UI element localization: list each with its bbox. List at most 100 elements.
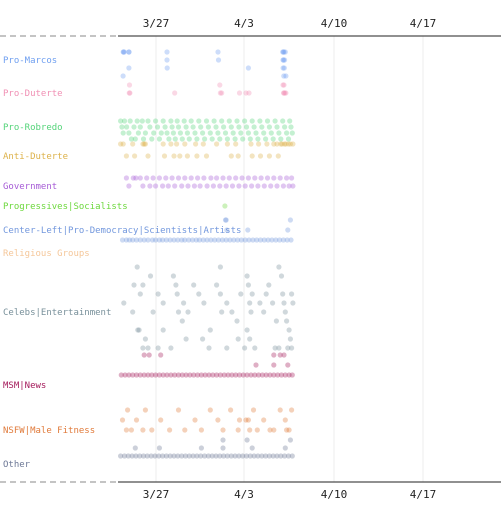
data-point xyxy=(242,237,248,243)
data-point xyxy=(226,175,232,181)
data-point xyxy=(289,372,295,378)
data-point xyxy=(252,345,258,351)
data-point xyxy=(194,153,200,159)
data-point xyxy=(236,183,242,189)
data-point xyxy=(240,136,246,142)
data-point xyxy=(234,318,240,324)
group-label: Government xyxy=(3,182,57,192)
data-point xyxy=(174,118,180,124)
data-point xyxy=(149,427,155,433)
data-point xyxy=(198,445,204,451)
data-point xyxy=(257,153,264,159)
data-point xyxy=(206,345,212,351)
data-point xyxy=(144,453,150,459)
data-point xyxy=(227,237,233,243)
data-point xyxy=(246,237,252,243)
data-point xyxy=(243,90,249,96)
data-point xyxy=(133,417,140,423)
data-point xyxy=(225,372,231,378)
data-point xyxy=(160,453,166,459)
data-point xyxy=(163,175,169,181)
data-point xyxy=(274,183,280,189)
data-point xyxy=(263,453,269,459)
data-point xyxy=(280,183,286,189)
data-point xyxy=(205,124,211,130)
data-point xyxy=(269,237,275,243)
data-point xyxy=(255,453,261,459)
data-point xyxy=(228,453,234,459)
data-point xyxy=(183,124,189,130)
data-point xyxy=(158,352,164,358)
data-point xyxy=(263,372,269,378)
data-point xyxy=(244,437,250,443)
data-point xyxy=(156,237,162,243)
data-point xyxy=(173,282,179,288)
data-point xyxy=(175,124,182,130)
data-point xyxy=(141,237,147,243)
data-point xyxy=(247,427,253,433)
data-point xyxy=(282,141,288,147)
data-point xyxy=(245,130,251,136)
data-point xyxy=(264,141,270,147)
data-point xyxy=(205,453,211,459)
data-point xyxy=(278,372,285,378)
data-point xyxy=(287,336,293,342)
data-point xyxy=(224,300,230,306)
data-point xyxy=(142,407,148,413)
data-point xyxy=(156,175,162,181)
data-point xyxy=(215,57,222,63)
data-point xyxy=(201,175,207,181)
data-point xyxy=(245,282,251,288)
data-point xyxy=(238,130,244,136)
data-point xyxy=(257,118,263,124)
data-point xyxy=(279,141,285,147)
data-point xyxy=(126,82,133,88)
data-point xyxy=(256,141,262,147)
data-point xyxy=(123,175,129,181)
data-point xyxy=(213,124,219,130)
group-label: Pro-Marcos xyxy=(3,56,57,66)
x-tick-label: 4/3 xyxy=(234,17,254,30)
data-point xyxy=(275,372,281,378)
data-point xyxy=(247,136,253,142)
data-point xyxy=(270,300,276,306)
data-point xyxy=(193,237,199,243)
data-point xyxy=(170,273,176,279)
data-point xyxy=(223,183,229,189)
data-point xyxy=(248,141,254,147)
data-point xyxy=(254,237,260,243)
data-point xyxy=(196,118,202,124)
data-point xyxy=(140,282,146,288)
data-point xyxy=(242,183,248,189)
data-point xyxy=(288,124,294,130)
data-point xyxy=(167,427,173,433)
data-point xyxy=(191,183,197,189)
data-point xyxy=(267,427,273,433)
data-point xyxy=(133,175,139,181)
data-point xyxy=(261,417,267,423)
group-label: NSFW|Male Fitness xyxy=(3,426,95,436)
data-point xyxy=(290,183,296,189)
data-point xyxy=(167,453,173,459)
data-point xyxy=(229,183,236,189)
data-point xyxy=(214,282,220,288)
data-point xyxy=(198,124,204,130)
data-point xyxy=(287,141,293,147)
data-point xyxy=(208,175,214,181)
data-point xyxy=(284,427,290,433)
data-point xyxy=(171,453,177,459)
data-point xyxy=(224,345,230,351)
data-point xyxy=(194,453,200,459)
data-point xyxy=(282,90,288,96)
data-point xyxy=(120,141,126,147)
data-point xyxy=(137,453,143,459)
data-point xyxy=(251,453,257,459)
data-point xyxy=(259,372,265,378)
data-point xyxy=(208,237,214,243)
data-point xyxy=(179,453,185,459)
data-point xyxy=(147,183,153,189)
data-point xyxy=(140,141,146,147)
data-point xyxy=(126,372,132,378)
data-point xyxy=(223,217,229,223)
data-point xyxy=(200,336,206,342)
